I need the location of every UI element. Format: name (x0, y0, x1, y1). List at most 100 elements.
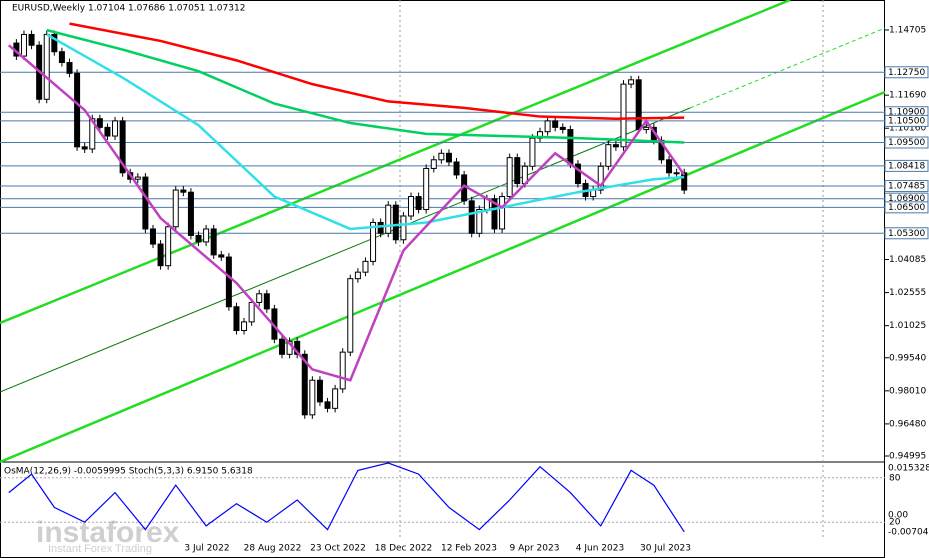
candle-body (241, 321, 248, 332)
candle-body (58, 51, 65, 64)
candle-body (195, 234, 202, 243)
candle-body (574, 163, 581, 185)
x-tick-label: 4 Jun 2023 (576, 544, 624, 554)
candle-body (514, 157, 521, 185)
candle-body (233, 306, 240, 332)
candle-body (385, 204, 392, 234)
candle-body (552, 120, 559, 128)
indicator-axis-label: -0.007046 (888, 528, 929, 538)
y-tick-label: 1.14705 (889, 26, 926, 36)
level-label: 1.05300 (888, 229, 925, 239)
stoch-line (8, 462, 685, 533)
y-tick-label: 1.01025 (889, 321, 926, 331)
candle-body (225, 256, 232, 308)
y-tick-label: 1.04085 (889, 255, 926, 265)
candle-body (278, 338, 285, 355)
x-tick-label: 3 Jul 2022 (184, 544, 229, 554)
x-tick-label: 18 Dec 2022 (375, 544, 433, 554)
level-label: 1.06900 (888, 194, 925, 204)
level-box (884, 66, 929, 79)
y-tick-label: 1.11690 (889, 91, 926, 101)
candle-body (157, 243, 164, 267)
candle-body (218, 254, 225, 258)
candle-body (597, 165, 604, 191)
candle-body (370, 221, 377, 262)
level-label: 1.07485 (888, 182, 925, 192)
indicator-axis-label: 0.00 (888, 511, 908, 521)
candle-body (309, 379, 316, 416)
y-tick-label: 0.94995 (889, 452, 926, 462)
candle-body (165, 226, 172, 267)
candle-body (301, 353, 308, 416)
stoch-tick-label: 80 (889, 473, 901, 483)
candle-body (468, 200, 475, 234)
candle-body (112, 120, 119, 137)
candle-body (347, 278, 354, 353)
candle-body (134, 176, 141, 180)
level-label: 1.10500 (888, 116, 925, 126)
candle-body (263, 293, 270, 310)
candle-body (172, 189, 179, 228)
candle-body (476, 208, 483, 234)
candle-body (43, 33, 50, 100)
candle-body (643, 126, 650, 131)
candle-body (66, 62, 73, 74)
stoch-tick-label: 20 (889, 518, 901, 528)
level-label: 1.09500 (888, 138, 925, 148)
candle-body (415, 196, 422, 210)
y-tick-label: 0.96480 (889, 419, 926, 429)
candle-body (438, 152, 445, 161)
x-tick-label: 9 Apr 2023 (510, 544, 560, 554)
candle-body (499, 196, 506, 230)
y-tick-label: 1.02555 (889, 288, 926, 298)
x-tick-label: 23 Oct 2022 (310, 544, 366, 554)
candle-body (316, 379, 323, 403)
watermark: instaforex (36, 516, 180, 549)
candle-body (51, 33, 58, 53)
candle-body (400, 215, 407, 241)
level-label: 1.10900 (888, 108, 925, 118)
candle-body (377, 221, 384, 234)
candle-body (673, 172, 680, 175)
candle-body (324, 401, 331, 409)
channel (0, 0, 886, 464)
moving-average (46, 33, 685, 231)
candle-body (187, 191, 194, 236)
level-box (884, 201, 929, 214)
indicator-axis-label: 0.0153281 (888, 464, 929, 474)
candle-body (430, 159, 437, 169)
candle-body (203, 228, 210, 243)
candle-body (681, 172, 688, 191)
level-box (884, 114, 929, 127)
candle-body (119, 120, 126, 174)
candle-body (20, 33, 27, 57)
candle-body (628, 79, 635, 85)
candle-body (605, 144, 612, 167)
candle-body (362, 260, 369, 273)
watermark-sub: Instant Forex Trading (48, 543, 152, 555)
level-label: 1.06500 (888, 203, 925, 213)
candle-body (567, 129, 574, 165)
indicator-title: OsMA(12,26,9) -0.0059995 Stoch(5,3,3) 6.… (4, 467, 253, 477)
candle-body (612, 144, 619, 148)
x-tick-label: 12 Feb 2023 (441, 544, 497, 554)
y-tick-label: 0.98010 (889, 386, 926, 396)
candle-body (544, 120, 551, 133)
candle-body (354, 271, 361, 280)
candle-body (96, 118, 103, 128)
candle-body (210, 228, 217, 256)
candle-body (332, 388, 339, 409)
chart-title: EURUSD,Weekly 1.07104 1.07686 1.07051 1.… (12, 4, 245, 14)
moving-average (7, 44, 686, 382)
candle-body (408, 196, 415, 217)
candle-body (491, 198, 498, 230)
y-tick-label: 1.10160 (889, 124, 926, 134)
candle-body (28, 33, 35, 46)
level-box (884, 136, 929, 149)
level-label: 1.12750 (888, 68, 925, 78)
level-box (884, 159, 929, 172)
candle-body (142, 176, 149, 230)
candle-body (445, 152, 452, 163)
